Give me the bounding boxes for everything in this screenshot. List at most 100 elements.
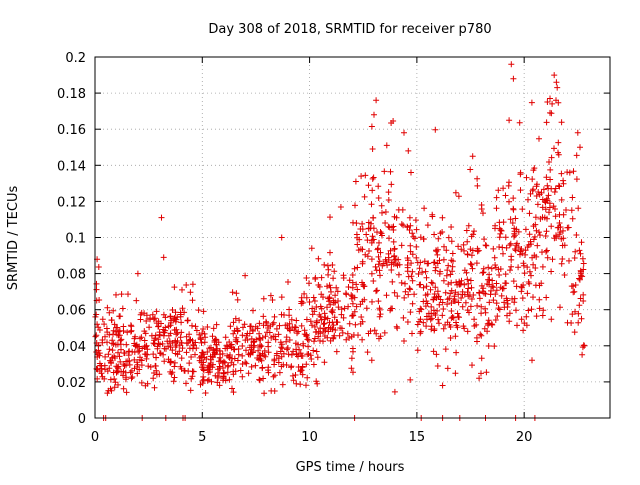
data-point <box>544 182 551 189</box>
data-point <box>137 356 143 363</box>
x-tick-label: 15 <box>409 430 426 445</box>
data-point <box>224 363 231 370</box>
data-point <box>324 262 331 269</box>
data-point <box>498 292 505 299</box>
data-point <box>476 290 483 297</box>
data-point <box>203 356 210 362</box>
data-point <box>398 221 405 228</box>
data-point <box>361 193 368 200</box>
data-point <box>298 352 305 359</box>
data-point <box>464 238 471 245</box>
data-point <box>111 384 118 391</box>
data-point <box>523 313 530 320</box>
y-tick-label: 0.02 <box>57 376 86 391</box>
data-point <box>536 305 543 312</box>
data-point <box>313 348 320 355</box>
data-point <box>279 345 286 352</box>
data-point <box>177 334 184 341</box>
data-point <box>312 329 319 336</box>
data-point <box>461 281 468 288</box>
data-point <box>169 347 176 354</box>
data-point <box>301 290 308 297</box>
data-point <box>571 255 578 261</box>
data-point <box>170 378 177 385</box>
data-point <box>153 354 159 361</box>
data-point <box>548 268 555 275</box>
data-point <box>258 357 265 364</box>
data-point <box>119 305 126 312</box>
data-point <box>155 323 162 330</box>
data-point <box>321 359 328 366</box>
data-point <box>409 268 416 275</box>
data-point <box>345 284 352 290</box>
data-point <box>428 326 435 333</box>
data-point <box>356 236 363 243</box>
data-point <box>404 262 411 268</box>
data-point <box>502 192 509 199</box>
data-point <box>380 260 387 267</box>
data-point <box>342 290 349 297</box>
data-point <box>213 345 220 352</box>
data-point <box>432 284 439 291</box>
data-point <box>497 230 504 237</box>
data-point <box>239 343 246 349</box>
data-point <box>177 363 184 370</box>
data-point <box>201 330 208 337</box>
data-point <box>106 365 113 372</box>
data-point <box>102 333 108 340</box>
data-point <box>474 302 481 309</box>
outlier-point <box>553 79 560 86</box>
data-point <box>239 352 246 359</box>
data-point <box>549 256 556 263</box>
data-point <box>465 222 472 229</box>
y-tick-label: 0.06 <box>57 304 86 319</box>
outlier-point <box>579 351 586 358</box>
data-point <box>448 238 455 245</box>
data-point <box>134 363 141 370</box>
outlier-point <box>405 147 412 154</box>
data-point <box>450 314 457 321</box>
data-point <box>359 226 366 233</box>
data-point <box>230 330 237 337</box>
data-point <box>328 288 334 295</box>
data-point <box>271 372 278 379</box>
data-point <box>455 193 462 200</box>
data-point <box>544 215 550 222</box>
data-point <box>268 387 275 394</box>
data-point <box>269 297 276 303</box>
data-point <box>528 99 535 106</box>
data-point <box>95 347 102 354</box>
data-point <box>444 365 451 372</box>
data-point <box>436 301 443 308</box>
data-point <box>286 337 293 343</box>
data-point <box>440 325 447 332</box>
data-point <box>321 310 328 317</box>
data-point <box>496 234 503 241</box>
data-point <box>486 299 493 306</box>
data-point <box>353 281 360 288</box>
data-point <box>250 307 256 314</box>
data-point <box>286 306 293 313</box>
data-point <box>370 174 377 181</box>
data-point <box>495 305 502 312</box>
data-point <box>368 256 375 263</box>
data-point <box>544 99 551 105</box>
data-point <box>293 351 300 358</box>
data-point <box>455 299 462 306</box>
outlier-point <box>158 214 165 221</box>
data-point <box>557 224 564 230</box>
data-point <box>260 313 267 320</box>
data-point <box>488 265 495 272</box>
data-point <box>467 277 474 284</box>
data-point <box>545 192 552 199</box>
data-point <box>228 359 235 366</box>
data-point <box>470 231 477 238</box>
y-tick-label: 0.18 <box>57 87 86 102</box>
data-point <box>306 299 313 305</box>
data-point <box>543 228 550 235</box>
data-point <box>365 330 372 337</box>
data-point <box>464 307 471 314</box>
data-point <box>566 257 572 264</box>
data-point <box>377 272 383 279</box>
data-point <box>423 274 430 281</box>
